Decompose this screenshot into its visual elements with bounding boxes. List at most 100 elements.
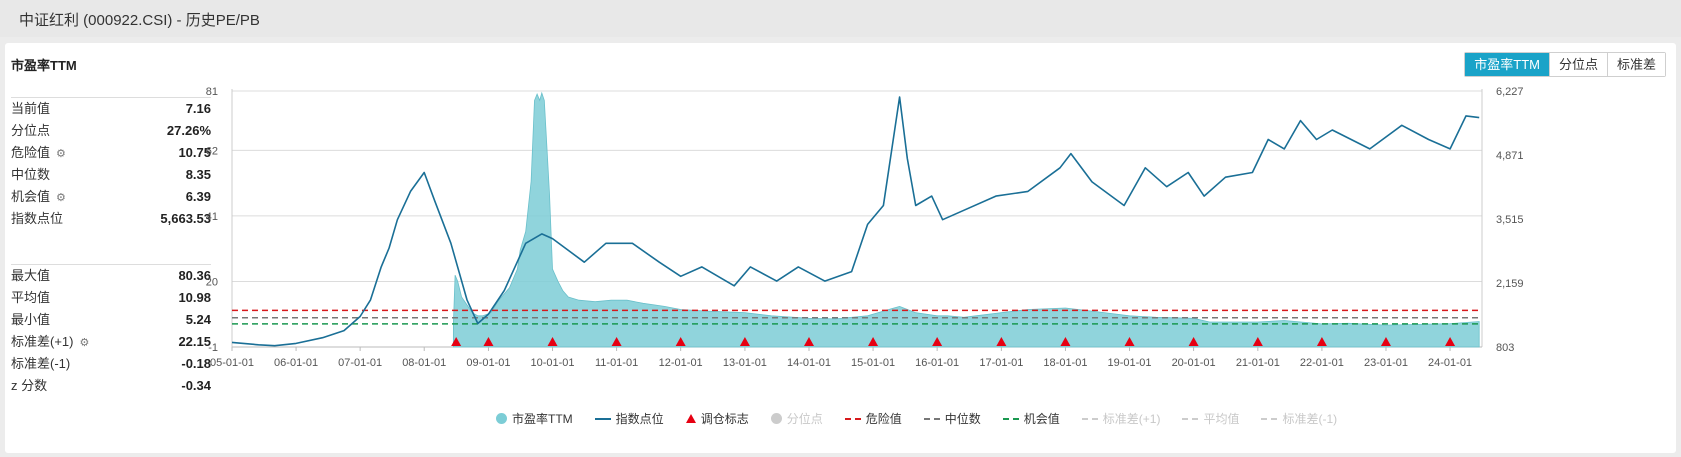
rebalance-marker — [451, 337, 462, 346]
legend-label: 机会值 — [1023, 412, 1060, 426]
legend-triangle-icon — [685, 414, 696, 423]
legend-item[interactable]: 中位数 — [923, 410, 981, 427]
stats-panel-current: 当前值 7.16 分位点 27.26% 危险值 ⚙ 10.75 中位数 8.35 机会值 ⚙ 6.39… — [11, 97, 211, 230]
rebalance-marker — [1380, 337, 1391, 346]
stat-row: 最大值 80.36 — [11, 265, 211, 287]
x-tick-label: 12-01-01 — [659, 357, 703, 369]
stat-value: 5,663.53 — [160, 211, 211, 226]
stat-value: 80.36 — [178, 268, 211, 283]
x-tick-label: 08-01-01 — [402, 357, 446, 369]
legend-dash-icon — [1261, 417, 1278, 420]
legend-item[interactable]: 标准差(+1) — [1081, 410, 1160, 427]
legend-label: 市盈率TTM — [512, 412, 573, 426]
x-tick-label: 14-01-01 — [787, 357, 831, 369]
y-left-tick-label: 41 — [206, 211, 218, 223]
y-right-tick-label: 803 — [1496, 342, 1514, 354]
legend-dash-icon — [844, 417, 861, 420]
stat-label: 最大值 — [11, 268, 51, 283]
legend-item[interactable]: 平均值 — [1182, 410, 1239, 427]
stat-row: 机会值 ⚙ 6.39 — [11, 186, 211, 208]
metric-title: 市盈率TTM — [11, 58, 77, 73]
legend-item[interactable]: 机会值 — [1002, 410, 1060, 427]
stat-label: 危险值 ⚙ — [11, 142, 66, 165]
x-tick-label: 10-01-01 — [531, 357, 575, 369]
rebalance-marker — [1188, 337, 1199, 346]
stat-value: 6.39 — [185, 189, 211, 204]
legend-item[interactable]: 市盈率TTM — [496, 410, 573, 427]
stats-panel-summary: 最大值 80.36 平均值 10.98 最小值 5.24 标准差(+1) ⚙ 22.15 标准差(… — [11, 264, 211, 397]
stat-value: 8.35 — [185, 167, 211, 182]
rebalance-marker — [1124, 337, 1135, 346]
stat-label: 中位数 — [11, 167, 51, 182]
rebalance-marker — [675, 337, 686, 346]
stat-row: z 分数 -0.34 — [11, 375, 211, 397]
x-tick-label: 11-01-01 — [595, 357, 638, 369]
x-tick-label: 07-01-01 — [338, 357, 382, 369]
stat-label: z 分数 — [11, 378, 48, 393]
legend-label: 调仓标志 — [700, 412, 749, 426]
rebalance-marker — [739, 337, 750, 346]
stat-row: 分位点 27.26% — [11, 120, 211, 142]
tab-pe-ttm[interactable]: 市盈率TTM — [1465, 53, 1549, 76]
legend-item[interactable]: 危险值 — [844, 410, 902, 427]
stat-label: 平均值 — [11, 290, 51, 305]
stat-value: 27.26% — [166, 123, 211, 138]
stat-row: 中位数 8.35 — [11, 164, 211, 186]
rebalance-marker — [547, 337, 558, 346]
y-left-tick-label: 20 — [206, 276, 218, 288]
rebalance-marker — [1445, 337, 1456, 346]
x-tick-label: 15-01-01 — [851, 357, 895, 369]
rebalance-marker — [483, 337, 494, 346]
legend-dash-icon — [923, 417, 940, 420]
y-right-tick-label: 2,159 — [1496, 278, 1524, 290]
tab-percentile[interactable]: 分位点 — [1548, 53, 1607, 76]
legend-line-icon — [594, 417, 611, 420]
y-right-tick-label: 3,515 — [1496, 214, 1524, 226]
x-tick-label: 22-01-01 — [1300, 357, 1344, 369]
metric-tabs: 市盈率TTM 分位点 标准差 — [1464, 52, 1666, 77]
y-right-tick-label: 6,227 — [1496, 86, 1524, 98]
rebalance-marker — [932, 337, 943, 346]
stat-value: 5.24 — [185, 312, 211, 327]
x-tick-label: 18-01-01 — [1043, 357, 1087, 369]
stat-row: 平均值 10.98 — [11, 287, 211, 309]
stat-label: 指数点位 — [11, 211, 64, 226]
y-left-tick-label: 81 — [206, 86, 218, 98]
legend-label: 分位点 — [786, 412, 823, 426]
legend-item[interactable]: 标准差(-1) — [1261, 410, 1337, 427]
legend-item[interactable]: 分位点 — [770, 410, 823, 427]
gear-icon[interactable]: ⚙ — [79, 337, 90, 349]
stat-row: 最小值 5.24 — [11, 309, 211, 331]
chart-card — [5, 43, 1676, 453]
stat-label: 当前值 — [11, 101, 51, 116]
stat-value: 10.98 — [178, 290, 211, 305]
title-bar: 中证红利 (000922.CSI) - 历史PE/PB — [0, 0, 1681, 37]
rebalance-marker — [1316, 337, 1327, 346]
rebalance-marker — [996, 337, 1007, 346]
legend-item[interactable]: 调仓标志 — [685, 410, 749, 427]
gear-icon[interactable]: ⚙ — [56, 192, 66, 204]
page-title: 中证红利 (000922.CSI) - 历史PE/PB — [19, 12, 260, 29]
y-left-tick-label: -1 — [208, 342, 218, 354]
legend-item[interactable]: 指数点位 — [594, 410, 664, 427]
x-tick-label: 24-01-01 — [1428, 357, 1472, 369]
gear-icon[interactable]: ⚙ — [56, 148, 66, 160]
legend-label: 标准差(-1) — [1282, 412, 1338, 426]
legend-label: 指数点位 — [615, 412, 664, 426]
rebalance-marker — [1252, 337, 1263, 346]
tab-std-dev[interactable]: 标准差 — [1606, 53, 1665, 76]
legend-label: 中位数 — [944, 412, 981, 426]
rebalance-marker — [1060, 337, 1071, 346]
series-line-index — [231, 96, 1480, 347]
stat-label: 分位点 — [11, 123, 51, 138]
chart-legend: 市盈率TTM 指数点位 调仓标志 分位点 危险值 中位数 机会值 标准差(+1) 平均值 标准差(… — [496, 410, 1359, 427]
stat-value: -0.34 — [181, 378, 211, 393]
stat-row: 指数点位 5,663.53 — [11, 208, 211, 230]
stat-label: 机会值 ⚙ — [11, 186, 66, 209]
stat-row: 标准差(+1) ⚙ 22.15 — [11, 331, 211, 353]
y-left-tick-label: 62 — [206, 145, 218, 157]
x-tick-label: 20-01-01 — [1172, 357, 1216, 369]
stat-row: 标准差(-1) -0.18 — [11, 353, 211, 375]
stat-label: 最小值 — [11, 312, 51, 327]
